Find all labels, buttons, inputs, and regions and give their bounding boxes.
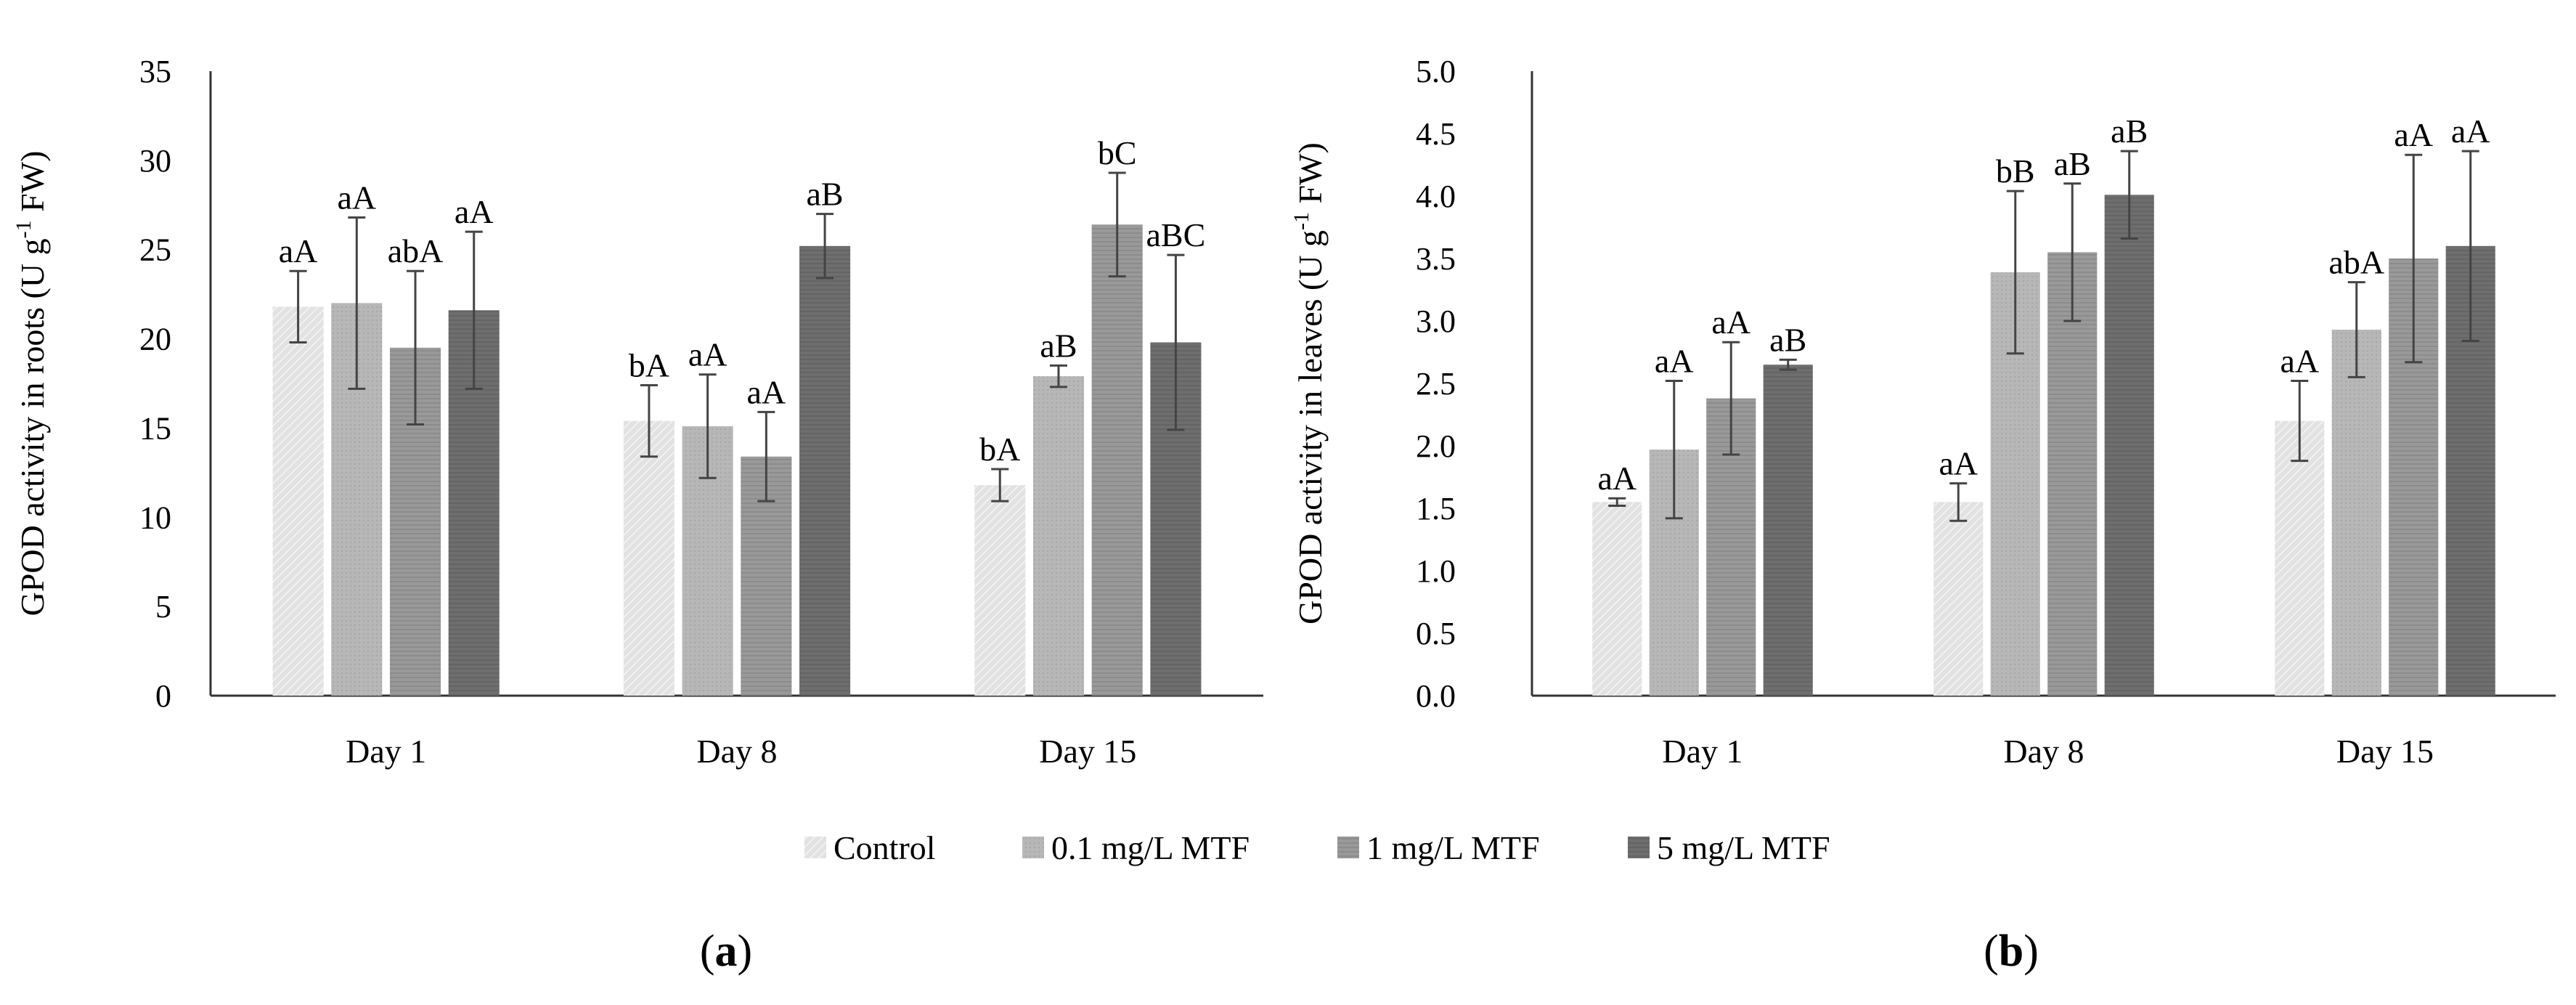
significance-label: aA xyxy=(1939,445,1978,482)
bar xyxy=(799,245,851,696)
y-tick-label: 0 xyxy=(155,678,171,714)
y-axis-label-superscript: -1 xyxy=(12,220,36,238)
y-axis-label-end: FW) xyxy=(14,151,51,221)
significance-label: aA xyxy=(2451,113,2490,150)
significance-label: aA xyxy=(2394,116,2433,153)
y-axis-label-main: GPOD activity in roots (U g xyxy=(14,238,51,616)
legend-swatch-1-mg xyxy=(1337,837,1359,858)
y-tick-label: 10 xyxy=(139,500,171,535)
bar xyxy=(623,420,674,696)
y-tick-label: 4.0 xyxy=(1416,179,1456,214)
significance-label: bA xyxy=(629,346,669,383)
significance-label: aA xyxy=(1597,460,1637,497)
bar xyxy=(2331,330,2381,696)
y-tick-label: 3.0 xyxy=(1416,304,1456,339)
bar xyxy=(2275,420,2325,696)
significance-label: aB xyxy=(2054,145,2091,182)
significance-label: aB xyxy=(807,176,844,213)
significance-label: aA xyxy=(2280,343,2319,380)
y-axis-label: GPOD activity in leaves (U g-1 FW) xyxy=(1289,142,1329,624)
bar xyxy=(1592,502,1642,696)
chart-roots: 0 5 10 15 20 25 30 35 GPOD activity in roots (U … xyxy=(12,54,1263,770)
legend-label-1-mg: 1 mg/L MTF xyxy=(1366,829,1540,866)
significance-label: aA xyxy=(337,179,376,216)
y-tick-label: 15 xyxy=(139,410,171,446)
legend-label-0-1-mg: 0.1 mg/L MTF xyxy=(1051,829,1250,866)
significance-label: aB xyxy=(1769,321,1806,358)
significance-label: aA xyxy=(1655,343,1694,380)
significance-label: bA xyxy=(979,431,1020,468)
legend-item-0-1-mg: 0.1 mg/L MTF xyxy=(1022,829,1250,866)
panel-label-b: (b) xyxy=(1984,927,2039,976)
y-axis-label-main: GPOD activity in leaves (U g xyxy=(1292,230,1329,624)
bar xyxy=(1032,376,1085,696)
y-tick-label: 30 xyxy=(139,143,171,179)
y-tick-label: 0.5 xyxy=(1416,616,1456,651)
bar xyxy=(1933,502,1984,696)
panel-label-a-letter: a xyxy=(715,927,738,976)
legend-swatch-0-1-mg xyxy=(1022,837,1044,858)
y-axis-label-superscript: -1 xyxy=(1289,212,1313,230)
bar xyxy=(1763,365,1813,696)
significance-label: abA xyxy=(2328,244,2384,281)
legend-label-5-mg: 5 mg/L MTF xyxy=(1657,829,1830,866)
x-tick-label: Day 15 xyxy=(2336,733,2434,770)
bar xyxy=(272,306,324,696)
significance-label: aA xyxy=(455,193,494,230)
legend-swatch-5-mg xyxy=(1628,837,1650,858)
y-tick-label: 4.5 xyxy=(1416,116,1456,152)
x-tick-label: Day 8 xyxy=(696,733,777,770)
legend-swatch-control xyxy=(804,837,826,858)
legend-label-control: Control xyxy=(833,829,936,866)
y-tick-label: 2.0 xyxy=(1416,428,1456,464)
y-tick-label: 5.0 xyxy=(1416,54,1456,89)
y-tick-label: 35 xyxy=(139,54,171,89)
legend: Control 0.1 mg/L MTF 1 mg/L MTF 5 mg/L M… xyxy=(804,829,1830,866)
y-axis-label: GPOD activity in roots (U g-1 FW) xyxy=(12,151,51,617)
significance-label: aB xyxy=(2111,113,2148,150)
y-tick-label: 2.5 xyxy=(1416,366,1456,402)
y-axis-label-end: FW) xyxy=(1292,142,1329,212)
significance-label: aA xyxy=(279,232,318,269)
legend-item-control: Control xyxy=(804,829,936,866)
significance-label: abA xyxy=(388,232,444,269)
bar xyxy=(2047,252,2098,696)
chart-leaves: 0.0 0.5 1.0 1.5 2.0 2.5 3.0 3.5 4.0 4.5 5.0 GPOD ac… xyxy=(1289,54,2556,770)
bar xyxy=(2104,195,2154,696)
significance-label: aBC xyxy=(1146,216,1206,253)
significance-label: aB xyxy=(1040,327,1077,364)
y-tick-label: 1.0 xyxy=(1416,553,1456,589)
significance-label: aA xyxy=(1711,304,1750,341)
legend-item-5-mg: 5 mg/L MTF xyxy=(1628,829,1830,866)
y-tick-label: 25 xyxy=(139,232,171,268)
x-tick-label: Day 1 xyxy=(1662,733,1743,770)
y-tick-label: 1.5 xyxy=(1416,491,1456,526)
panel-label-b-letter: b xyxy=(1999,927,2023,976)
legend-item-1-mg: 1 mg/L MTF xyxy=(1337,829,1540,866)
y-tick-label: 20 xyxy=(139,322,171,357)
significance-label: bC xyxy=(1098,134,1137,171)
y-tick-label: 0.0 xyxy=(1416,678,1456,714)
bar xyxy=(1091,224,1143,696)
x-tick-label: Day 8 xyxy=(2003,733,2084,770)
x-tick-label: Day 15 xyxy=(1039,733,1136,770)
significance-label: aA xyxy=(747,373,786,410)
y-tick-label: 5 xyxy=(155,589,171,624)
panel-label-a: (a) xyxy=(700,927,752,976)
significance-label: bB xyxy=(1996,152,2035,190)
x-tick-label: Day 1 xyxy=(346,733,426,770)
y-tick-label: 3.5 xyxy=(1416,241,1456,277)
significance-label: aA xyxy=(688,336,727,373)
bar xyxy=(974,485,1026,696)
